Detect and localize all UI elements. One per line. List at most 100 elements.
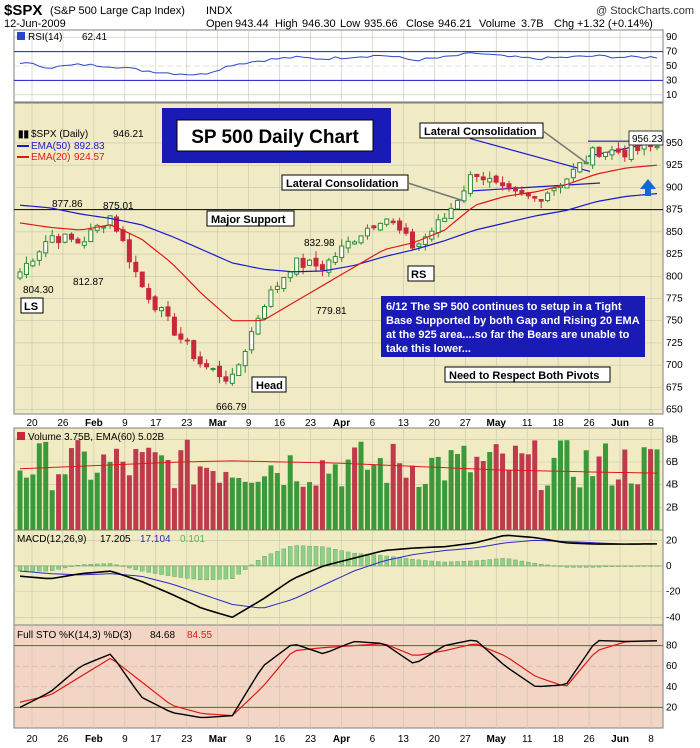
macd-hist-65 [436, 561, 441, 567]
candle-body-25 [178, 333, 184, 340]
macd-hist-89 [590, 565, 595, 568]
candle-body-76 [506, 183, 512, 190]
volume-bar-30 [210, 471, 216, 530]
macd-hist-23 [165, 565, 171, 576]
volume-bar-40 [274, 472, 280, 530]
candle-body-61 [409, 231, 415, 249]
macd-hist-82 [545, 564, 550, 567]
candle-body-57 [384, 218, 390, 225]
volume-bar-79 [525, 454, 531, 530]
volume-bar-1 [23, 477, 29, 530]
lateral-pointer-1 [542, 130, 589, 165]
candle-body-24 [171, 316, 177, 336]
sto-series [19, 639, 658, 719]
volume-bar-37 [255, 481, 261, 530]
candle-body-59 [397, 220, 403, 231]
volume-bar-39 [268, 465, 274, 530]
x-label-18: 26 [584, 418, 596, 429]
candle-body-23 [165, 306, 171, 317]
rsi-legend-value: 62.41 [82, 32, 107, 43]
candle-body-55 [371, 225, 377, 229]
macd-hist-58 [390, 556, 396, 567]
index-name: (S&P 500 Large Cap Index) [50, 5, 185, 17]
sto-legend-label: Full STO %K(14,3) %D(3) [17, 630, 132, 641]
candle-body-50 [339, 245, 345, 259]
macd-hist-49 [333, 549, 338, 567]
volume-bar-96 [635, 484, 641, 530]
macd-tick-2: -20 [666, 587, 681, 598]
volume-bar-11 [88, 479, 94, 530]
price-tick-12: 650 [666, 405, 683, 416]
volume-bar-90 [596, 456, 602, 530]
volume-bar-24 [171, 488, 177, 530]
ema20-line [19, 164, 658, 322]
macd-series [17, 534, 660, 619]
macd-hist-22 [159, 565, 164, 575]
x-label-bottom-19: Jun [611, 734, 629, 745]
volume-bar-63 [422, 483, 428, 530]
macd-legend-v2: 17.104 [140, 534, 171, 545]
volume-bar-97 [641, 447, 647, 530]
volume-bar-73 [487, 451, 493, 530]
x-label-bottom-20: 8 [648, 734, 654, 745]
macd-hist-41 [281, 548, 287, 567]
macd-hist-75 [500, 558, 505, 567]
candle-body-93 [615, 148, 621, 153]
vol-tick-0: 8B [666, 434, 679, 445]
candle-body-44 [300, 257, 306, 268]
sto-tick-1: 60 [666, 661, 678, 672]
macd-hist-20 [146, 565, 151, 573]
price-label-812: 812.87 [73, 277, 104, 288]
sto-legend: Full STO %K(14,3) %D(3) 84.68 84.55 [17, 630, 212, 641]
candle-body-0 [17, 271, 23, 279]
sto-d-line [19, 640, 658, 717]
candle-body-80 [532, 196, 538, 199]
volume-ema-line [19, 460, 658, 474]
rsi-legend-label: RSI(14) [28, 32, 62, 43]
volume-bar-12 [94, 472, 100, 530]
volume-bar-94 [622, 449, 628, 530]
exchange: INDX [206, 5, 233, 17]
macd-hist-71 [474, 560, 480, 567]
x-label-bottom-16: 11 [522, 734, 533, 745]
x-label-bottom-8: 16 [274, 734, 286, 745]
volume-bar-14 [107, 461, 113, 530]
price-legend-label: $SPX (Daily) [31, 129, 88, 140]
macd-hist-30 [210, 565, 216, 580]
macd-hist-25 [178, 565, 184, 578]
candle-body-33 [229, 373, 235, 384]
volume-bar-23 [165, 459, 171, 530]
candle-body-21 [152, 296, 158, 311]
volume-bar-25 [178, 450, 184, 530]
volume-value: 3.7B [521, 18, 544, 30]
macd-hist-94 [622, 565, 628, 567]
macd-hist-4 [43, 565, 48, 572]
candle-body-15 [114, 216, 120, 232]
macd-hist-73 [487, 559, 492, 567]
candle-body-40 [274, 285, 280, 290]
volume-bar-70 [467, 472, 473, 530]
candle-body-71 [474, 173, 480, 178]
x-label-bottom-13: 20 [429, 734, 441, 745]
vol-tick-3: 2B [666, 502, 679, 513]
candle-body-4 [43, 241, 49, 254]
watermark: @ StockCharts.com [596, 5, 694, 17]
price-tick-2: 900 [666, 182, 683, 193]
price-label-877: 877.86 [52, 199, 83, 210]
x-label-16: 11 [522, 418, 533, 429]
x-label-bottom-12: 13 [398, 734, 410, 745]
x-label-bottom-14: 27 [460, 734, 472, 745]
macd-hist-91 [603, 565, 608, 568]
macd-hist-55 [371, 554, 377, 567]
symbol: $SPX [4, 2, 42, 19]
candle-body-68 [455, 200, 461, 210]
volume-bar-49 [332, 464, 338, 530]
macd-hist-63 [423, 560, 428, 567]
commentary: 6/12 The SP 500 continues to setup in a … [381, 296, 645, 357]
candle-body-32 [223, 376, 229, 382]
x-label-7: 9 [246, 418, 252, 429]
macd-hist-98 [648, 565, 653, 567]
volume-bar-15 [114, 448, 120, 530]
macd-tick-3: -40 [666, 612, 681, 623]
candle-body-20 [146, 288, 152, 300]
